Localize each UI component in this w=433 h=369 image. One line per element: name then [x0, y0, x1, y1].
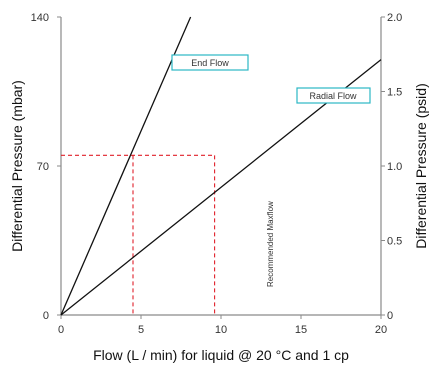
- y-left-tick-label: 140: [31, 12, 49, 24]
- y-right-tick-label: 1.5: [387, 87, 402, 99]
- y-right-tick-label: 0.5: [387, 236, 402, 248]
- legend-end-flow: End Flow: [171, 54, 249, 71]
- y-left-tick-label: 0: [43, 310, 49, 322]
- x-axis-title: Flow (L / min) for liquid @ 20 °C and 1 …: [93, 347, 349, 363]
- reference-lines: [61, 154, 216, 315]
- x-tick-label: 20: [375, 324, 387, 336]
- x-tick-label: 15: [295, 324, 307, 336]
- y-axis-left-title: Differential Pressure (mbar): [9, 80, 25, 252]
- legend-end-flow-box: [171, 54, 249, 71]
- legend-end-flow-label: End Flow: [191, 58, 229, 68]
- x-tick-label: 10: [215, 324, 227, 336]
- recommended-maxflow-annotation: Recommended Maxflow: [266, 201, 275, 287]
- series-line-end-flow: [60, 16, 192, 316]
- x-tick-label: 5: [138, 324, 144, 336]
- y-right-tick-label: 2.0: [387, 12, 402, 24]
- y-axis-right-title: Differential Pressure (psid): [413, 83, 429, 248]
- legend-radial-flow: Radial Flow: [296, 87, 371, 104]
- legend-radial-flow-box: [296, 87, 371, 104]
- y-left-tick-label: 70: [37, 161, 49, 173]
- legend-radial-flow-label: Radial Flow: [309, 91, 357, 101]
- x-tick-label: 0: [58, 324, 64, 336]
- y-right-tick-label: 1.0: [387, 161, 402, 173]
- y-right-tick-label: 0: [387, 310, 393, 322]
